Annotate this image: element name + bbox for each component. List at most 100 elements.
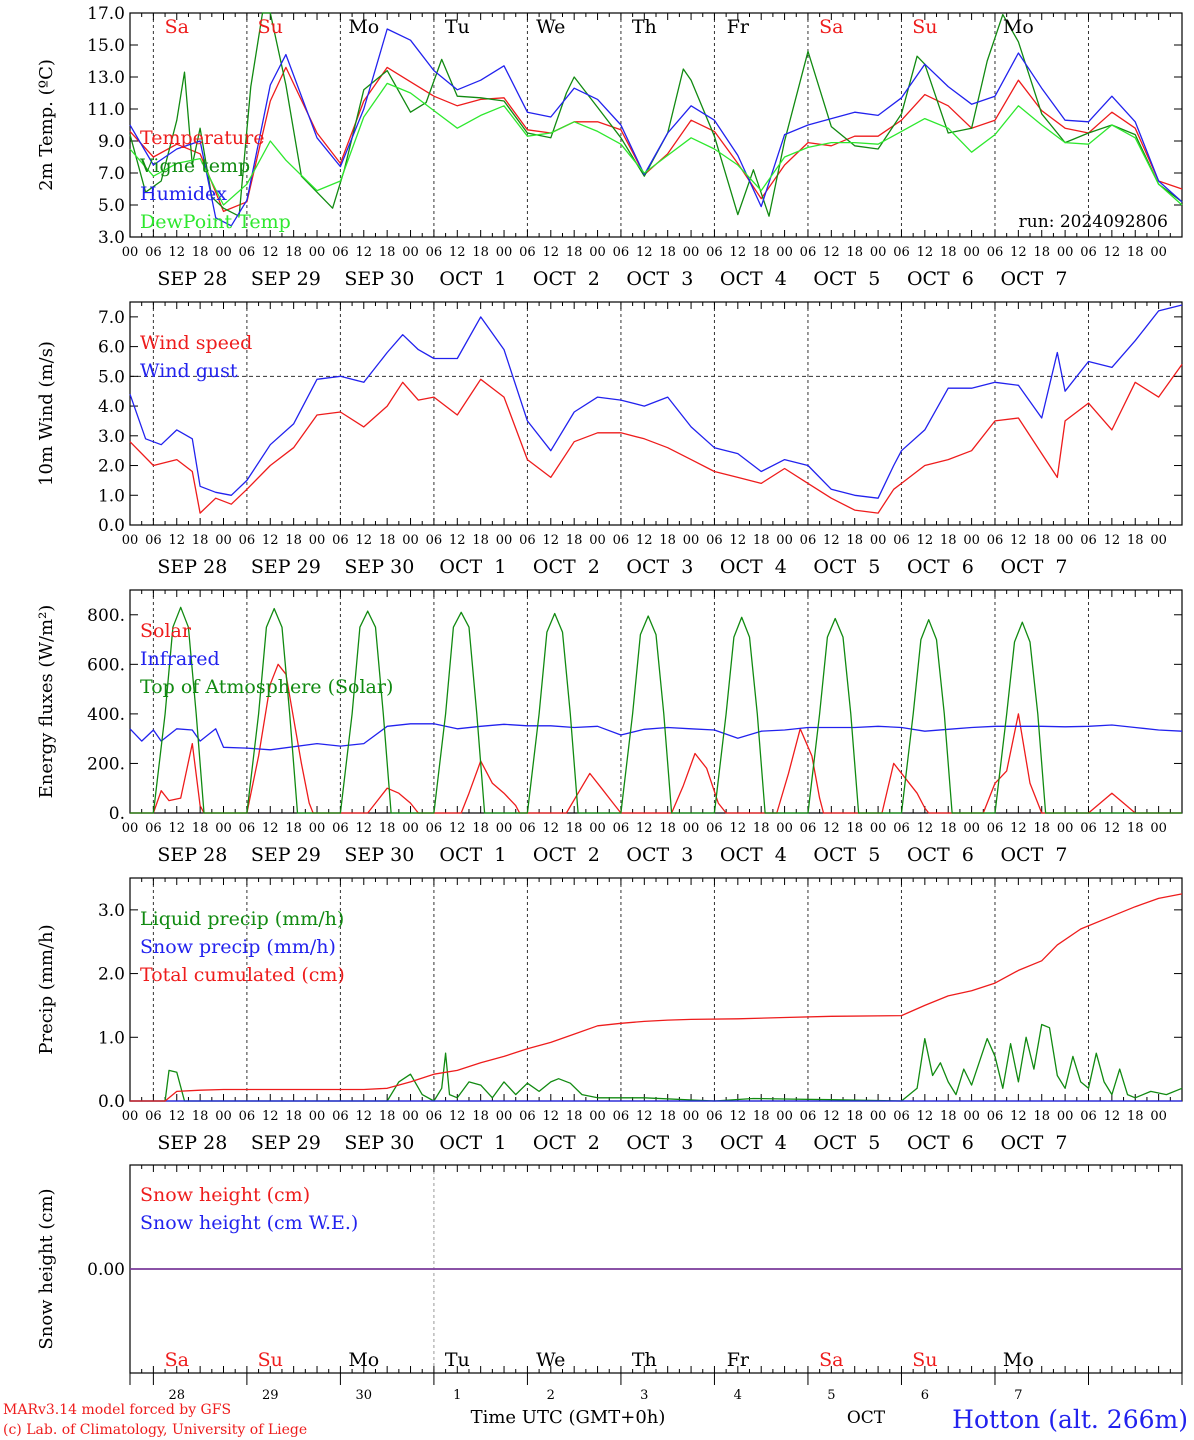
x-tick-label: 06 <box>800 245 817 260</box>
x-tick-label: 18 <box>285 1109 302 1124</box>
date-label: OCT 1 <box>439 268 506 290</box>
x-tick-label: 12 <box>262 245 279 260</box>
legend-entry: Vigne temp <box>139 155 250 177</box>
date-label: SEP 28 <box>157 1132 227 1154</box>
y-axis-title: Energy fluxes (W/m²) <box>36 605 57 799</box>
x-tick-label: 00 <box>122 245 139 260</box>
x-tick-label: 12 <box>1104 1109 1121 1124</box>
day-name-top: Th <box>632 16 657 38</box>
legend-entry: Snow height (cm W.E.) <box>140 1212 358 1234</box>
x-tick-label: 18 <box>566 533 583 548</box>
x-tick-label: 06 <box>800 533 817 548</box>
date-label: OCT 3 <box>626 1132 693 1154</box>
x-tick-label: 00 <box>683 1109 700 1124</box>
legend-entry: Humidex <box>140 183 227 205</box>
day-name-top: Mo <box>1003 16 1034 38</box>
x-tick-label: 00 <box>496 245 513 260</box>
x-tick-label: 00 <box>589 821 606 836</box>
y-tick-label: 3.0 <box>98 901 125 921</box>
x-tick-label: 18 <box>1033 1109 1050 1124</box>
x-tick-label: 12 <box>917 533 934 548</box>
x-tick-label: 00 <box>683 821 700 836</box>
x-tick-label: 18 <box>566 1109 583 1124</box>
series-line-2 <box>129 723 1183 751</box>
x-tick-label: 06 <box>987 533 1004 548</box>
y-axis-title: Snow height (cm) <box>36 1188 57 1349</box>
day-number: 3 <box>640 1388 648 1403</box>
x-tick-label: 00 <box>589 1109 606 1124</box>
x-tick-label: 12 <box>356 821 373 836</box>
x-tick-label: 06 <box>1080 821 1097 836</box>
legend-entry: Wind gust <box>140 360 238 382</box>
day-name-top: Tu <box>445 16 470 38</box>
panel-4: 0.0 1.0 2.0 3.0 Precip (mm/h) Liquid precip (… <box>36 877 1183 1154</box>
panel-3: 0. 200. 400. 600. 800. Energy fluxes (W/m²) So… <box>36 589 1183 866</box>
x-tick-label: 18 <box>285 245 302 260</box>
x-tick-label: 06 <box>893 245 910 260</box>
x-tick-label: 00 <box>776 533 793 548</box>
x-tick-label: 12 <box>543 533 560 548</box>
y-axis-title: 2m Temp. (ºC) <box>36 59 57 191</box>
x-tick-label: 00 <box>870 1109 887 1124</box>
legend-entry: Total cumulated (cm) <box>140 964 345 986</box>
plot-frame <box>129 301 1183 526</box>
date-label: OCT 7 <box>1000 1132 1067 1154</box>
x-tick-label: 12 <box>1010 245 1027 260</box>
date-label: OCT 4 <box>720 1132 787 1154</box>
day-name-top: Su <box>912 16 937 38</box>
x-axis-title: Time UTC (GMT+0h) <box>471 1407 666 1428</box>
x-tick-label: 06 <box>145 821 162 836</box>
x-tick-label: 12 <box>1104 821 1121 836</box>
x-tick-label: 12 <box>262 533 279 548</box>
x-tick-label: 18 <box>192 1109 209 1124</box>
x-tick-label: 00 <box>683 245 700 260</box>
y-tick-label: 5.0 <box>98 367 125 387</box>
day-name-bottom: Fr <box>727 1349 750 1371</box>
x-tick-label: 06 <box>145 245 162 260</box>
x-tick-label: 18 <box>1033 245 1050 260</box>
y-axis-title: 10m Wind (m/s) <box>36 341 57 486</box>
date-label: OCT 5 <box>813 1132 880 1154</box>
date-label: OCT 5 <box>813 556 880 578</box>
day-name-top: Sa <box>165 16 189 38</box>
x-tick-label: 18 <box>379 1109 396 1124</box>
x-tick-label: 00 <box>215 821 232 836</box>
x-tick-label: 06 <box>893 1109 910 1124</box>
run-label: run: 2024092806 <box>1019 212 1168 232</box>
x-tick-label: 06 <box>706 533 723 548</box>
x-tick-label: 06 <box>1080 1109 1097 1124</box>
x-tick-label: 12 <box>168 821 185 836</box>
y-tick-label: 0. <box>109 804 125 824</box>
x-tick-label: 00 <box>776 821 793 836</box>
legend-entry: Solar <box>140 620 192 642</box>
day-number: 6 <box>921 1388 929 1403</box>
y-tick-label: 5.0 <box>98 196 125 216</box>
x-tick-label: 12 <box>823 245 840 260</box>
x-tick-label: 06 <box>613 533 630 548</box>
legend-entry: Snow precip (mm/h) <box>140 936 336 958</box>
date-label: SEP 30 <box>344 1132 414 1154</box>
x-tick-label: 18 <box>846 821 863 836</box>
x-tick-label: 18 <box>1127 1109 1144 1124</box>
x-tick-label: 00 <box>1150 245 1167 260</box>
series-line-1 <box>129 364 1183 514</box>
x-tick-label: 06 <box>426 1109 443 1124</box>
y-tick-label: 6.0 <box>98 338 125 358</box>
plot-frame <box>129 589 1183 814</box>
x-tick-label: 06 <box>706 821 723 836</box>
day-name-top: Sa <box>819 16 843 38</box>
x-tick-label: 18 <box>659 1109 676 1124</box>
day-name-top: We <box>536 16 565 38</box>
x-tick-label: 12 <box>636 245 653 260</box>
date-label: SEP 29 <box>251 556 321 578</box>
date-label: OCT 7 <box>1000 844 1067 866</box>
x-tick-label: 00 <box>122 821 139 836</box>
x-tick-label: 18 <box>285 821 302 836</box>
y-tick-label: 9.0 <box>98 132 125 152</box>
x-tick-label: 12 <box>449 821 466 836</box>
x-tick-label: 00 <box>589 245 606 260</box>
x-tick-label: 00 <box>215 245 232 260</box>
x-tick-label: 00 <box>1057 1109 1074 1124</box>
x-tick-label: 18 <box>846 533 863 548</box>
date-label: SEP 30 <box>344 556 414 578</box>
